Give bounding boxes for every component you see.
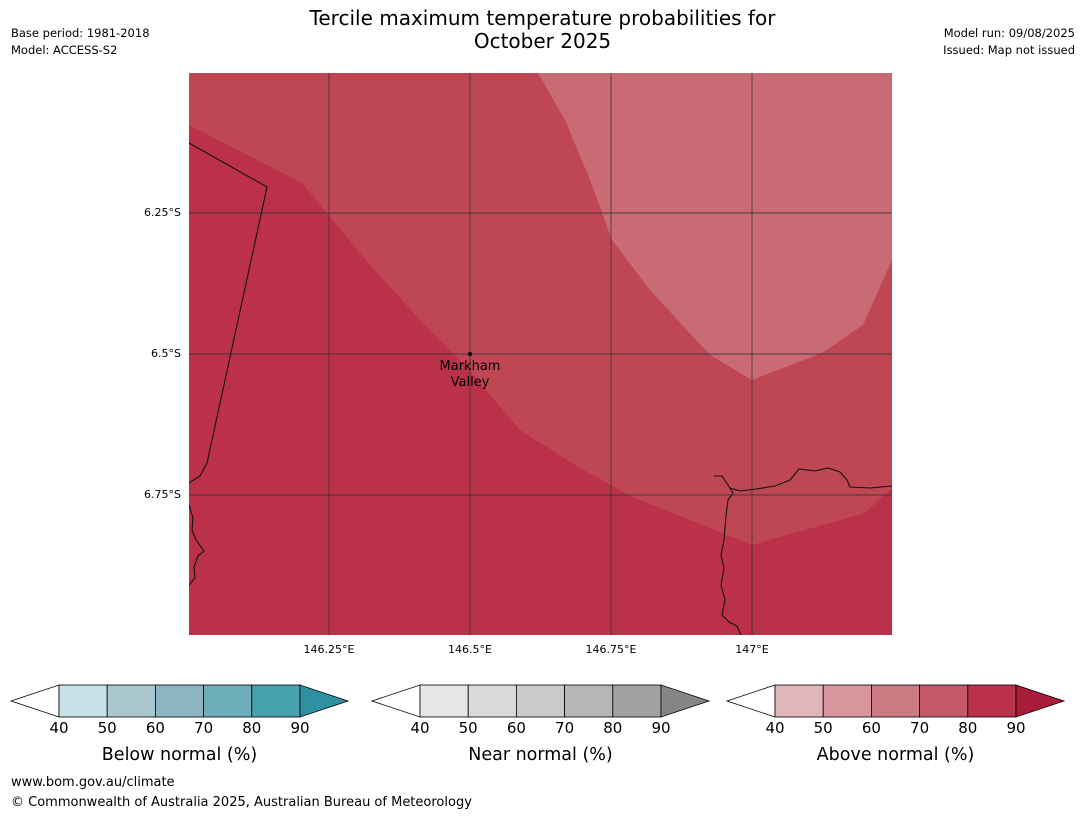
- legend-tick-label: 50: [458, 719, 478, 737]
- legend-segment: [919, 684, 969, 718]
- legend-segment: [822, 684, 872, 718]
- legend-tick-label: 70: [910, 719, 930, 737]
- legend-extend-high: [660, 684, 711, 718]
- legend-title: Below normal (%): [101, 745, 258, 765]
- map-title: Tercile maximum temperature probabilitie…: [0, 7, 1085, 53]
- model-run: Model run: 09/08/2025: [943, 26, 1075, 40]
- legend-tick-label: 60: [861, 719, 881, 737]
- legend-extend-high: [1015, 684, 1066, 718]
- legend-segment: [467, 684, 517, 718]
- legend-tick-label: 60: [506, 719, 526, 737]
- meta-left: Base period: 1981-2018 Model: ACCESS-S2: [11, 25, 150, 59]
- legend-tick-label: 70: [194, 719, 214, 737]
- legend-tick-label: 60: [145, 719, 165, 737]
- gridlines: [189, 73, 892, 635]
- base-period: Base period: 1981-2018: [11, 26, 150, 40]
- legend-tick-label: 90: [290, 719, 310, 737]
- place-label-line-2: Valley: [450, 375, 490, 390]
- legend-bar-2: [370, 684, 711, 718]
- legend-segment: [203, 684, 253, 718]
- lat-label-675: 6.75°S: [144, 488, 181, 501]
- legend-segment: [154, 684, 204, 718]
- legend-tick-label: 40: [49, 719, 69, 737]
- legend-extend-high: [299, 684, 350, 718]
- lon-label-14625: 146.25°E: [303, 643, 355, 656]
- legend-tick-label: 80: [242, 719, 262, 737]
- legend-segment: [419, 684, 469, 718]
- legend-segment: [58, 684, 108, 718]
- lon-label-14675: 146.75°E: [585, 643, 637, 656]
- legend-title: Near normal (%): [468, 745, 613, 765]
- legend-tick-label: 90: [1006, 719, 1026, 737]
- coastline-river: [720, 487, 742, 635]
- legend-segment: [774, 684, 824, 718]
- coastline-west: [189, 142, 268, 484]
- legend-segment: [967, 684, 1017, 718]
- lat-label-625: 6.25°S: [144, 206, 181, 219]
- lon-label-1465: 146.5°E: [448, 643, 492, 656]
- legend-extend-low: [9, 684, 60, 718]
- legend-tick-label: 80: [603, 719, 623, 737]
- coastline-huon-gulf: [714, 467, 892, 492]
- legend-segment: [516, 684, 566, 718]
- title-line-2: October 2025: [473, 29, 612, 53]
- legend-tick-label: 40: [410, 719, 430, 737]
- meta-right: Model run: 09/08/2025 Issued: Map not is…: [943, 25, 1075, 59]
- legend-tick-label: 80: [958, 719, 978, 737]
- footer-copyright: © Commonwealth of Australia 2025, Austra…: [11, 795, 472, 810]
- place-marker: [468, 352, 472, 356]
- legend-tick-label: 50: [813, 719, 833, 737]
- model-name: Model: ACCESS-S2: [11, 43, 118, 57]
- place-label: Markham Valley: [420, 359, 520, 391]
- lon-label-147: 147°E: [735, 643, 769, 656]
- legend-tick-label: 40: [765, 719, 785, 737]
- footer-url: www.bom.gov.au/climate: [11, 775, 175, 790]
- place-label-line-1: Markham: [439, 359, 501, 374]
- region-above-70: [538, 73, 892, 380]
- legend-tick-label: 50: [97, 719, 117, 737]
- legend-segment: [612, 684, 662, 718]
- legend-segment: [871, 684, 921, 718]
- legend-tick-label: 90: [651, 719, 671, 737]
- legend-bar-1: [9, 684, 350, 718]
- legend-extend-low: [370, 684, 421, 718]
- legend-title: Above normal (%): [816, 745, 975, 765]
- legend-segment: [106, 684, 156, 718]
- legend-extend-low: [725, 684, 776, 718]
- legend-segment: [251, 684, 301, 718]
- lat-label-650: 6.5°S: [151, 347, 181, 360]
- title-line-1: Tercile maximum temperature probabilitie…: [309, 6, 776, 30]
- coastline-southwest: [189, 504, 205, 586]
- issued-status: Issued: Map not issued: [943, 43, 1075, 57]
- legend-tick-label: 70: [555, 719, 575, 737]
- legend-bar-3: [725, 684, 1066, 718]
- legend-segment: [564, 684, 614, 718]
